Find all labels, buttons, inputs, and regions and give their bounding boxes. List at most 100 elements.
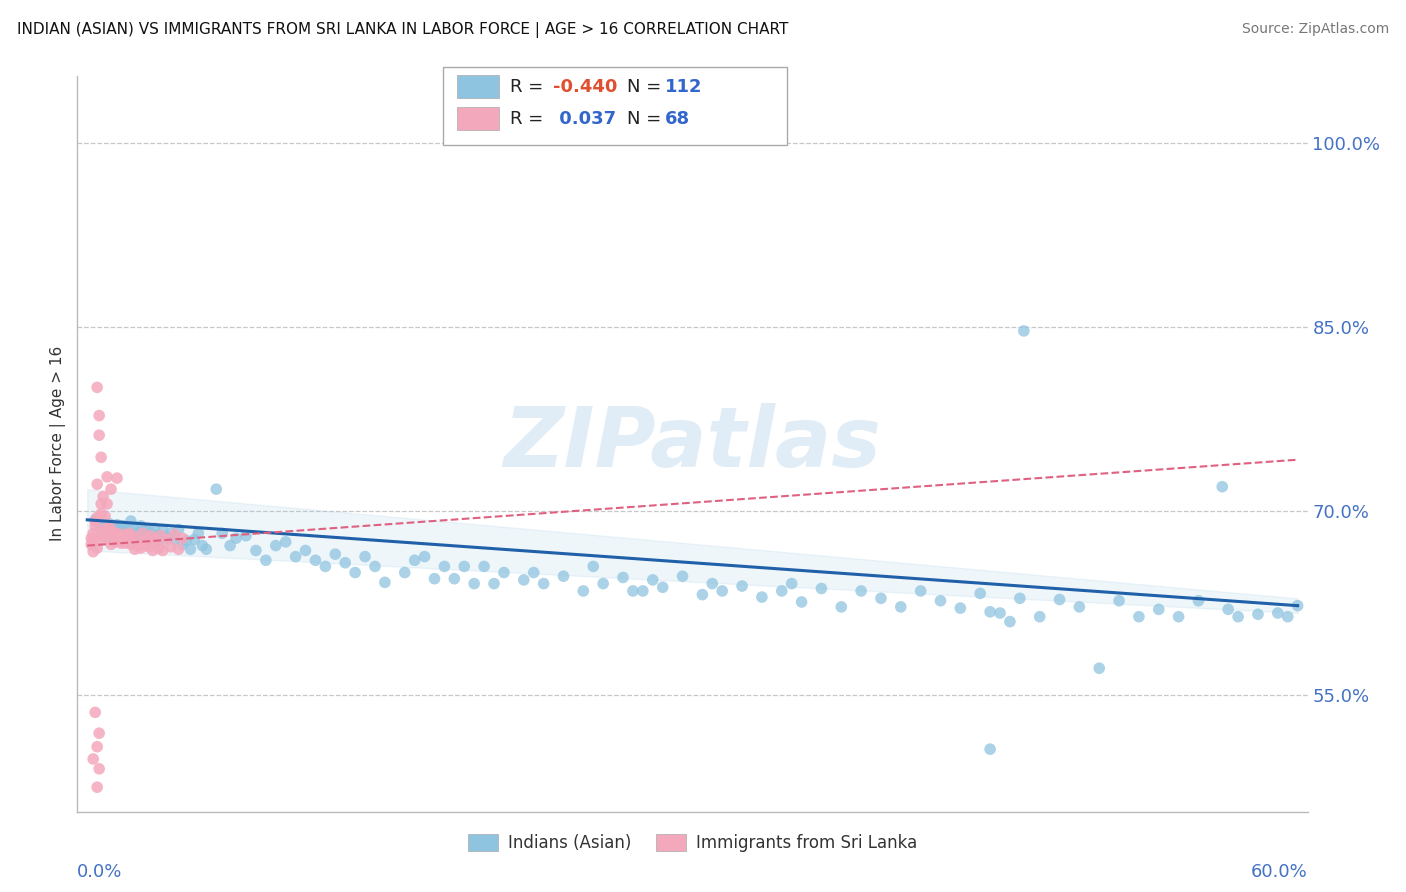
- Point: [142, 527, 165, 541]
- Text: R =: R =: [510, 78, 550, 95]
- Point: [998, 615, 1021, 629]
- Point: [89, 762, 111, 776]
- Point: [1267, 606, 1289, 620]
- Point: [1218, 602, 1240, 616]
- Point: [110, 536, 132, 550]
- Text: 0.037: 0.037: [553, 110, 616, 128]
- Point: [84, 706, 107, 720]
- Point: [84, 513, 107, 527]
- Point: [274, 534, 297, 549]
- Point: [711, 583, 734, 598]
- Point: [264, 539, 287, 553]
- Point: [979, 742, 1001, 756]
- Point: [86, 380, 108, 394]
- Legend: Indians (Asian), Immigrants from Sri Lanka: Indians (Asian), Immigrants from Sri Lan…: [461, 827, 924, 859]
- Point: [172, 531, 194, 545]
- Point: [96, 497, 118, 511]
- Point: [163, 533, 186, 547]
- Point: [86, 780, 108, 795]
- Point: [159, 526, 181, 541]
- Point: [91, 519, 114, 533]
- Point: [89, 726, 111, 740]
- Point: [482, 576, 505, 591]
- Point: [187, 526, 209, 541]
- Point: [612, 570, 634, 584]
- Point: [135, 531, 157, 545]
- Point: [1187, 594, 1209, 608]
- Point: [132, 526, 155, 541]
- Point: [172, 537, 194, 551]
- Point: [105, 526, 128, 541]
- Point: [89, 428, 111, 442]
- Point: [156, 533, 179, 547]
- Point: [139, 534, 162, 549]
- Point: [770, 583, 793, 598]
- Point: [176, 533, 198, 548]
- Point: [211, 526, 233, 541]
- Point: [692, 588, 714, 602]
- Point: [94, 526, 117, 541]
- Point: [523, 566, 546, 580]
- Text: 112: 112: [665, 78, 703, 95]
- Point: [152, 543, 174, 558]
- Point: [118, 523, 141, 537]
- Point: [82, 526, 104, 541]
- Point: [90, 497, 112, 511]
- Point: [82, 752, 104, 766]
- Point: [90, 507, 112, 521]
- Point: [105, 517, 128, 532]
- Point: [949, 601, 972, 615]
- Point: [80, 537, 103, 551]
- Point: [156, 530, 179, 544]
- Point: [780, 576, 803, 591]
- Point: [582, 559, 605, 574]
- Point: [159, 540, 181, 554]
- Point: [105, 471, 128, 485]
- Point: [1108, 594, 1130, 608]
- Text: 60.0%: 60.0%: [1251, 863, 1308, 881]
- Text: ZIPatlas: ZIPatlas: [503, 403, 882, 484]
- Point: [849, 583, 872, 598]
- Point: [80, 531, 103, 545]
- Point: [513, 573, 536, 587]
- Point: [167, 542, 190, 557]
- Point: [1128, 609, 1150, 624]
- Point: [86, 541, 108, 555]
- Point: [98, 516, 121, 531]
- Point: [179, 542, 201, 557]
- Point: [651, 580, 673, 594]
- Point: [1247, 607, 1270, 622]
- Point: [394, 566, 416, 580]
- Point: [125, 533, 148, 548]
- Point: [191, 539, 214, 553]
- Point: [979, 605, 1001, 619]
- Point: [148, 541, 170, 555]
- Point: [225, 531, 247, 545]
- Point: [751, 590, 773, 604]
- Point: [145, 530, 167, 544]
- Point: [145, 539, 167, 553]
- Point: [100, 537, 122, 551]
- Point: [1147, 602, 1170, 616]
- Point: [790, 595, 813, 609]
- Point: [731, 579, 754, 593]
- Point: [304, 553, 326, 567]
- Point: [135, 527, 157, 541]
- Point: [374, 575, 396, 590]
- Point: [929, 594, 952, 608]
- Point: [553, 569, 575, 583]
- Point: [149, 529, 172, 543]
- Text: R =: R =: [510, 110, 550, 128]
- Point: [294, 543, 316, 558]
- Point: [82, 531, 104, 545]
- Point: [115, 529, 138, 543]
- Point: [104, 526, 127, 541]
- Text: Source: ZipAtlas.com: Source: ZipAtlas.com: [1241, 22, 1389, 37]
- Y-axis label: In Labor Force | Age > 16: In Labor Force | Age > 16: [51, 346, 66, 541]
- Point: [120, 537, 142, 551]
- Point: [96, 531, 118, 545]
- Point: [492, 566, 515, 580]
- Point: [104, 534, 127, 549]
- Point: [621, 583, 644, 598]
- Point: [100, 482, 122, 496]
